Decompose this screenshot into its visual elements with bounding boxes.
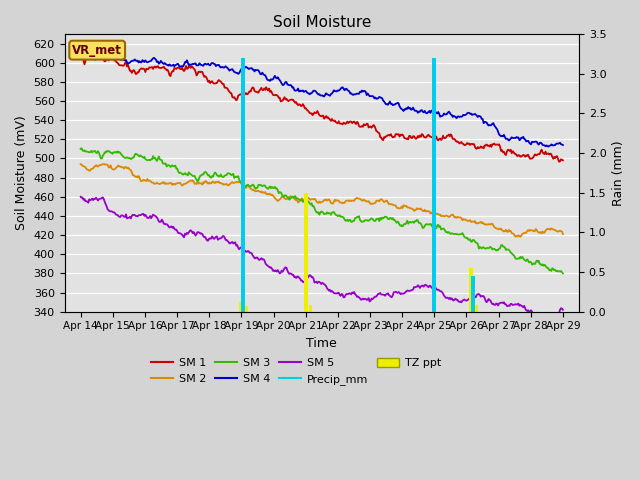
Bar (474, 305, 478, 312)
Bar (469, 268, 473, 312)
Y-axis label: Rain (mm): Rain (mm) (612, 140, 625, 205)
Bar (304, 192, 308, 312)
Text: VR_met: VR_met (72, 44, 122, 57)
Bar (433, 58, 436, 312)
Bar (241, 58, 245, 312)
X-axis label: Time: Time (307, 337, 337, 350)
Legend: SM 1, SM 2, SM 3, SM 4, SM 5, Precip_mm, TZ ppt: SM 1, SM 2, SM 3, SM 4, SM 5, Precip_mm,… (147, 354, 445, 389)
Bar (239, 302, 243, 312)
Title: Soil Moisture: Soil Moisture (273, 15, 371, 30)
Y-axis label: Soil Moisture (mV): Soil Moisture (mV) (15, 115, 28, 230)
Bar (308, 305, 312, 312)
Bar (244, 306, 248, 312)
Bar (471, 276, 475, 312)
